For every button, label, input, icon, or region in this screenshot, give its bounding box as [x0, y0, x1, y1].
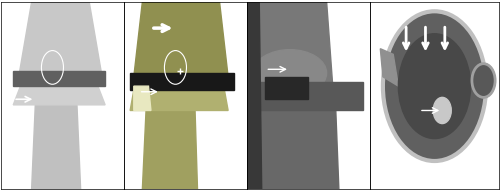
- Polygon shape: [253, 2, 333, 86]
- Polygon shape: [20, 2, 102, 73]
- Circle shape: [383, 11, 486, 161]
- Text: D: D: [481, 169, 491, 182]
- Polygon shape: [142, 110, 198, 189]
- Circle shape: [472, 64, 495, 97]
- Circle shape: [398, 34, 470, 138]
- Bar: [253, 82, 364, 110]
- Polygon shape: [13, 73, 105, 105]
- Text: B: B: [227, 169, 236, 182]
- Polygon shape: [134, 86, 151, 110]
- Text: C: C: [350, 169, 360, 182]
- Circle shape: [433, 97, 452, 124]
- Ellipse shape: [253, 50, 326, 96]
- Polygon shape: [380, 49, 398, 86]
- Polygon shape: [32, 105, 80, 189]
- Polygon shape: [247, 2, 262, 189]
- Text: A: A: [104, 169, 114, 182]
- Polygon shape: [259, 96, 339, 189]
- Bar: [130, 73, 234, 90]
- Polygon shape: [130, 77, 228, 110]
- Polygon shape: [134, 2, 228, 77]
- Bar: [266, 77, 308, 99]
- Bar: [13, 71, 105, 86]
